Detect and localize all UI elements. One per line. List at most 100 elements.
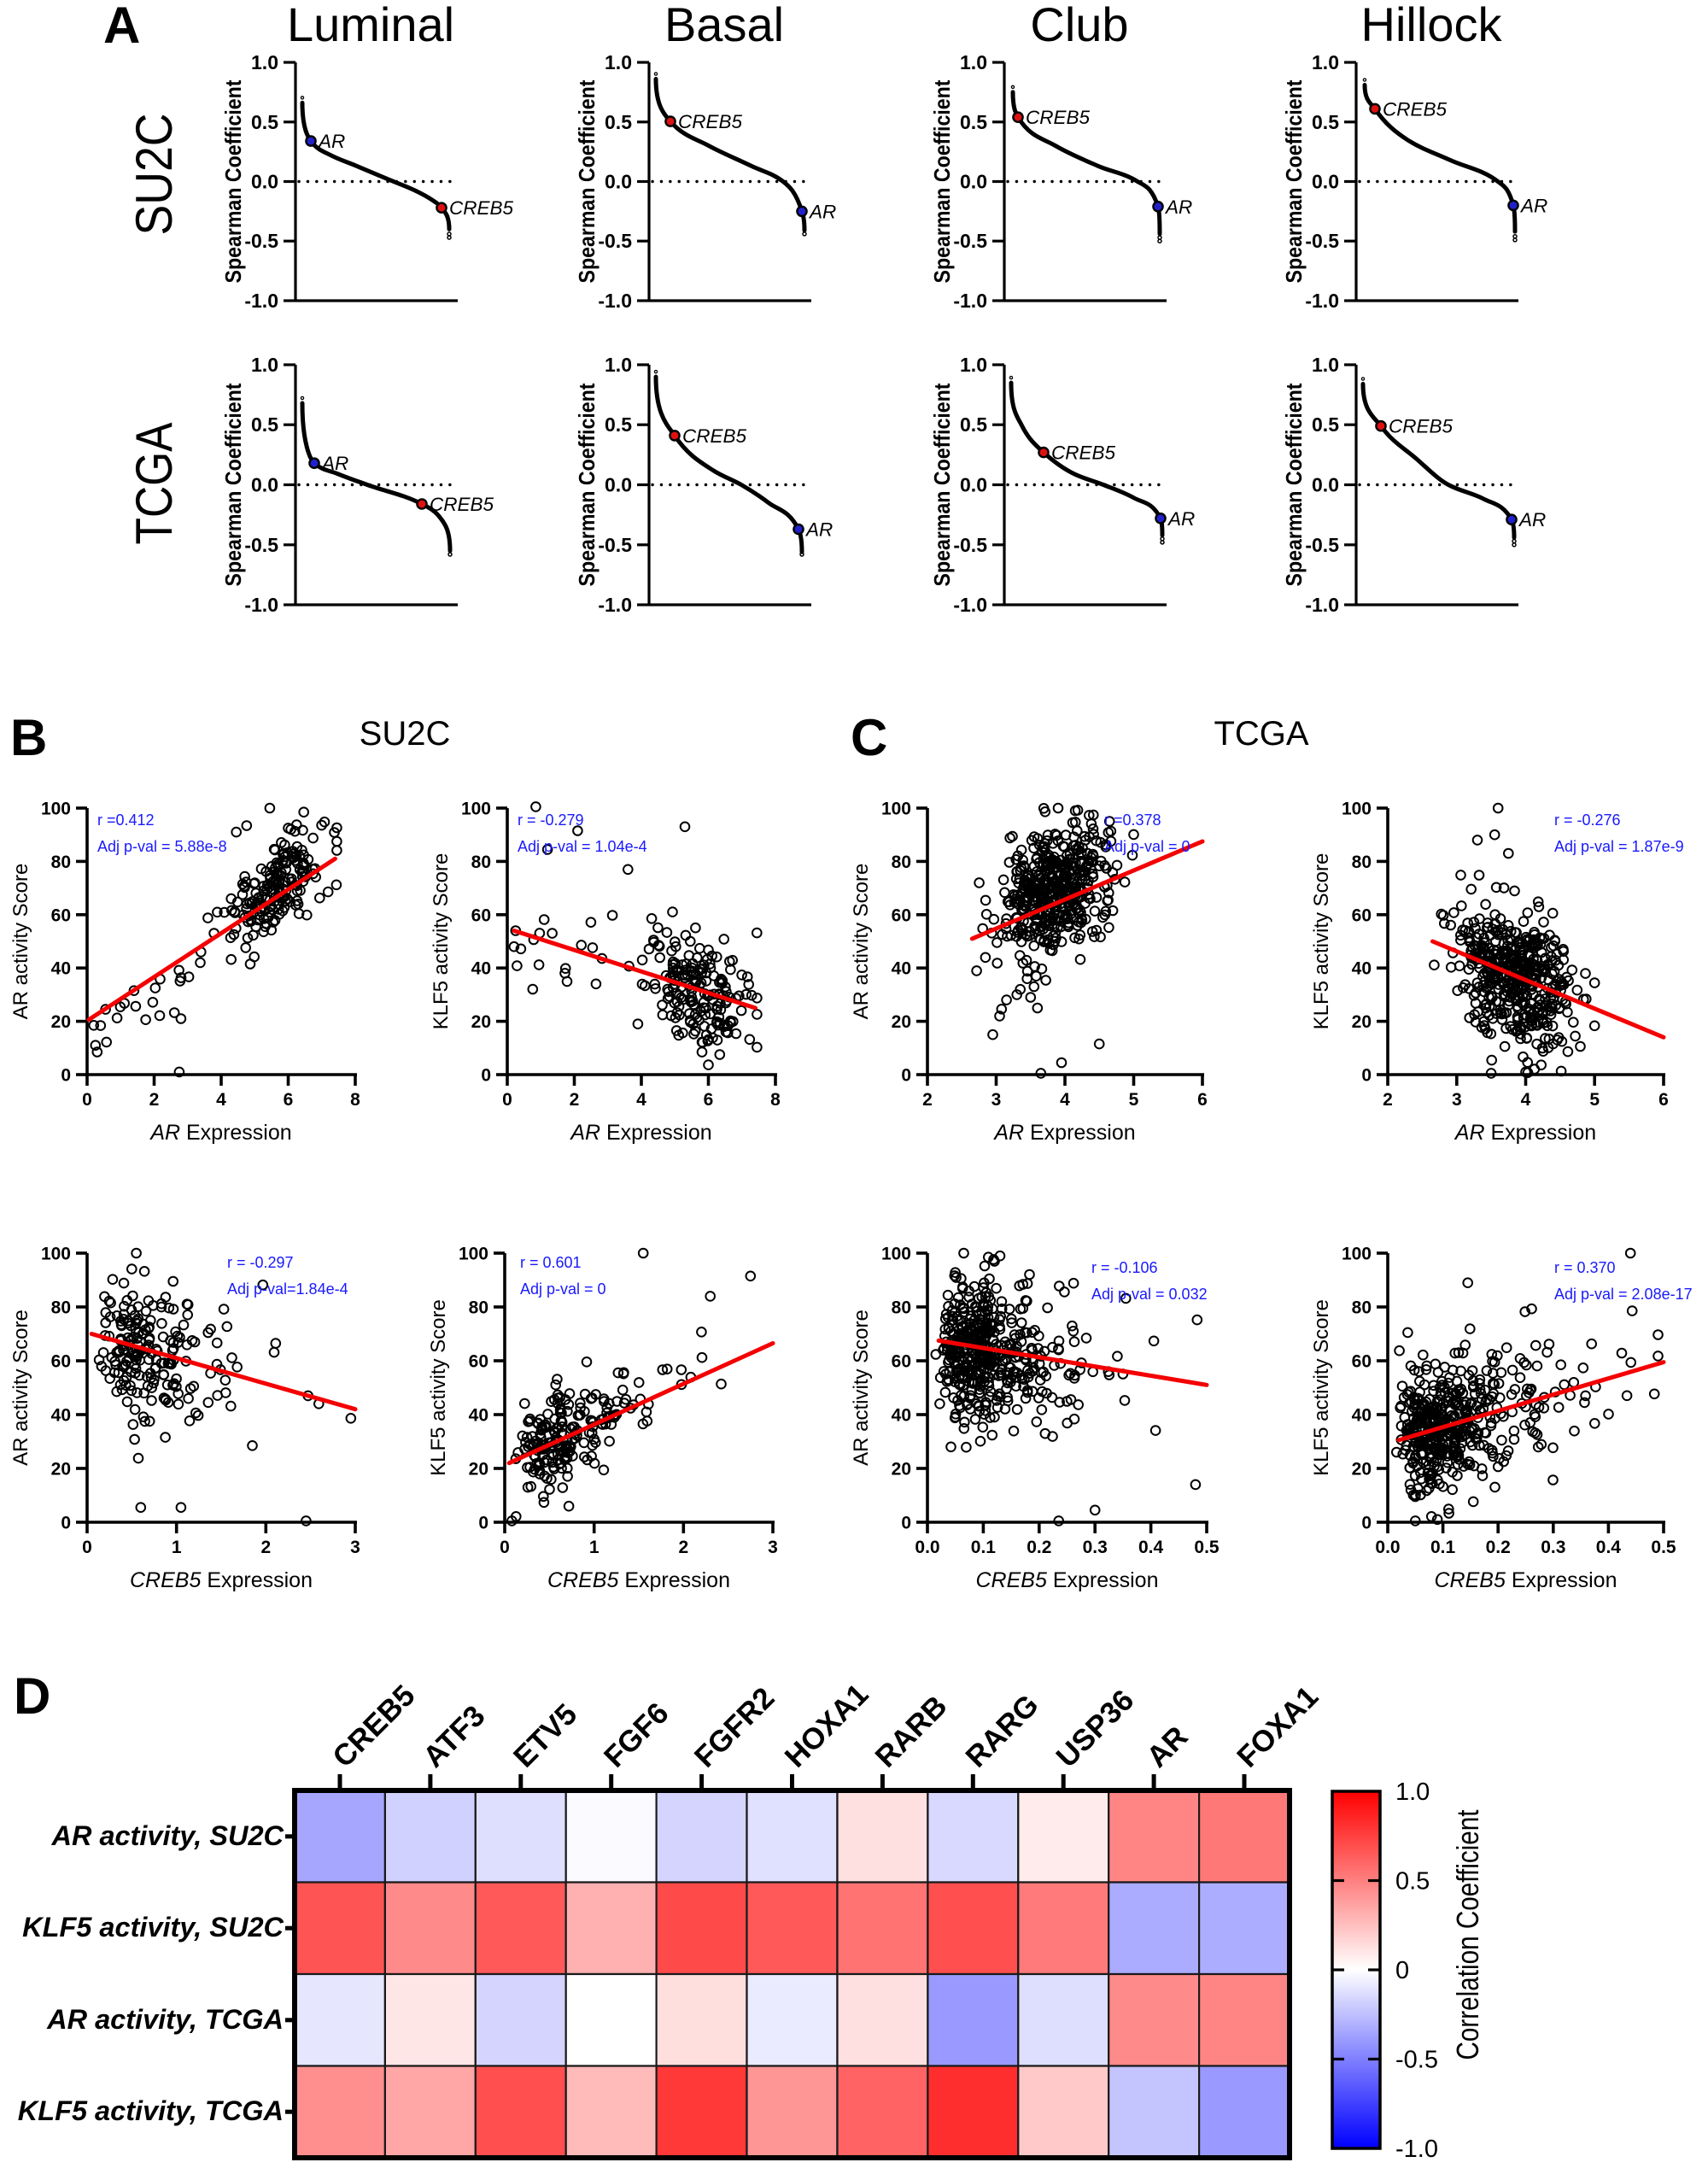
svg-text:Adj p-val=1.84e-4: Adj p-val=1.84e-4 bbox=[227, 1280, 348, 1298]
svg-text:5: 5 bbox=[1129, 1090, 1139, 1110]
svg-text:AR Expression: AR Expression bbox=[1454, 1121, 1596, 1145]
svg-text:6: 6 bbox=[1658, 1090, 1669, 1110]
svg-text:20: 20 bbox=[51, 1460, 71, 1480]
svg-text:0.0: 0.0 bbox=[915, 1538, 939, 1557]
svg-text:Adj p-val = 1.04e-4: Adj p-val = 1.04e-4 bbox=[518, 838, 647, 855]
svg-text:CREB5: CREB5 bbox=[1389, 416, 1454, 437]
svg-text:1.0: 1.0 bbox=[960, 51, 987, 73]
svg-text:80: 80 bbox=[892, 853, 911, 872]
svg-text:AR Expression: AR Expression bbox=[569, 1121, 711, 1145]
svg-text:Spearman Coefficient: Spearman Coefficient bbox=[220, 79, 246, 283]
svg-text:3: 3 bbox=[1452, 1090, 1462, 1110]
svg-text:CREB5: CREB5 bbox=[430, 494, 494, 515]
svg-text:100: 100 bbox=[1342, 800, 1372, 819]
svg-text:0.0: 0.0 bbox=[605, 474, 632, 496]
svg-text:60: 60 bbox=[1352, 1352, 1372, 1372]
svg-text:Spearman Coefficient: Spearman Coefficient bbox=[1281, 79, 1307, 283]
svg-text:60: 60 bbox=[51, 905, 71, 925]
svg-text:CREB5: CREB5 bbox=[1051, 442, 1116, 464]
svg-text:0.5: 0.5 bbox=[960, 111, 987, 133]
svg-text:0: 0 bbox=[1361, 1066, 1372, 1086]
svg-text:40: 40 bbox=[892, 1406, 911, 1426]
svg-text:KLF5 activity Score: KLF5 activity Score bbox=[427, 1299, 450, 1476]
svg-text:0.0: 0.0 bbox=[1375, 1538, 1400, 1557]
svg-text:AR: AR bbox=[1164, 196, 1192, 218]
svg-text:r = 0.370: r = 0.370 bbox=[1554, 1259, 1616, 1276]
svg-text:A: A bbox=[103, 0, 140, 54]
svg-text:Adj p-val = 2.08e-17: Adj p-val = 2.08e-17 bbox=[1554, 1286, 1693, 1303]
svg-text:40: 40 bbox=[1352, 1406, 1372, 1426]
svg-text:20: 20 bbox=[469, 1460, 488, 1480]
svg-text:Spearman Coefficient: Spearman Coefficient bbox=[574, 383, 600, 586]
svg-text:0: 0 bbox=[901, 1066, 911, 1086]
svg-text:AR activity Score: AR activity Score bbox=[9, 864, 32, 1020]
svg-text:0.1: 0.1 bbox=[971, 1538, 997, 1557]
svg-text:0.3: 0.3 bbox=[1541, 1538, 1565, 1557]
svg-text:AR activity, TCGA: AR activity, TCGA bbox=[46, 2004, 284, 2035]
svg-text:-1.0: -1.0 bbox=[1305, 594, 1339, 616]
svg-text:-1.0: -1.0 bbox=[953, 594, 987, 616]
svg-text:Club: Club bbox=[1030, 0, 1128, 51]
svg-text:80: 80 bbox=[1352, 853, 1372, 872]
svg-text:0.5: 0.5 bbox=[1312, 111, 1339, 133]
svg-text:0: 0 bbox=[1395, 1957, 1409, 1984]
svg-text:60: 60 bbox=[892, 1352, 911, 1372]
svg-text:40: 40 bbox=[1352, 959, 1372, 979]
svg-text:2: 2 bbox=[1383, 1090, 1393, 1110]
svg-text:CREB5 Expression: CREB5 Expression bbox=[976, 1568, 1159, 1592]
svg-text:FOXA1: FOXA1 bbox=[1231, 1680, 1325, 1774]
svg-text:RARG: RARG bbox=[959, 1688, 1044, 1773]
svg-text:0: 0 bbox=[502, 1090, 512, 1110]
svg-text:0.4: 0.4 bbox=[1596, 1538, 1622, 1557]
svg-text:-1.0: -1.0 bbox=[953, 290, 987, 312]
svg-text:CREB5: CREB5 bbox=[678, 111, 743, 132]
svg-text:1: 1 bbox=[589, 1538, 600, 1557]
svg-text:AR: AR bbox=[804, 519, 833, 541]
svg-text:0: 0 bbox=[478, 1514, 488, 1533]
svg-text:2: 2 bbox=[922, 1090, 933, 1110]
svg-text:2: 2 bbox=[260, 1538, 271, 1557]
svg-text:8: 8 bbox=[350, 1090, 360, 1110]
svg-text:1: 1 bbox=[172, 1538, 182, 1557]
svg-text:2: 2 bbox=[149, 1090, 160, 1110]
svg-text:AR: AR bbox=[1519, 195, 1547, 216]
svg-text:20: 20 bbox=[892, 1012, 911, 1032]
svg-text:TCGA: TCGA bbox=[1214, 715, 1308, 753]
svg-text:AR: AR bbox=[808, 201, 836, 222]
svg-text:0: 0 bbox=[901, 1514, 911, 1533]
svg-text:KLF5 activity Score: KLF5 activity Score bbox=[1310, 853, 1333, 1030]
svg-text:4: 4 bbox=[1060, 1090, 1070, 1110]
svg-text:4: 4 bbox=[1521, 1090, 1531, 1110]
svg-text:20: 20 bbox=[1352, 1012, 1372, 1032]
svg-text:0.0: 0.0 bbox=[251, 474, 278, 496]
svg-text:100: 100 bbox=[881, 800, 911, 819]
svg-text:TCGA: TCGA bbox=[126, 423, 183, 545]
svg-text:20: 20 bbox=[51, 1012, 71, 1032]
svg-text:80: 80 bbox=[892, 1298, 911, 1318]
svg-text:100: 100 bbox=[459, 1245, 488, 1264]
svg-text:CREB5 Expression: CREB5 Expression bbox=[130, 1568, 313, 1592]
svg-text:0.0: 0.0 bbox=[1312, 474, 1339, 496]
svg-text:40: 40 bbox=[469, 1406, 488, 1426]
svg-text:HOXA1: HOXA1 bbox=[779, 1678, 875, 1774]
svg-text:FGF6: FGF6 bbox=[598, 1696, 676, 1774]
svg-text:0.5: 0.5 bbox=[1395, 1868, 1430, 1896]
svg-text:Luminal: Luminal bbox=[287, 0, 454, 51]
svg-text:0.5: 0.5 bbox=[1651, 1538, 1676, 1557]
svg-text:r = -0.106: r = -0.106 bbox=[1091, 1259, 1158, 1276]
svg-text:100: 100 bbox=[1342, 1245, 1372, 1264]
svg-text:AR: AR bbox=[1140, 1720, 1194, 1773]
svg-text:60: 60 bbox=[892, 905, 911, 925]
svg-text:6: 6 bbox=[704, 1090, 714, 1110]
svg-text:AR Expression: AR Expression bbox=[992, 1121, 1135, 1145]
svg-text:0.0: 0.0 bbox=[1312, 171, 1339, 193]
svg-text:3: 3 bbox=[768, 1538, 778, 1557]
svg-text:0.3: 0.3 bbox=[1083, 1538, 1108, 1557]
svg-text:0: 0 bbox=[82, 1090, 92, 1110]
svg-text:SU2C: SU2C bbox=[126, 114, 183, 236]
svg-text:CREB5: CREB5 bbox=[682, 425, 747, 447]
svg-text:RARB: RARB bbox=[869, 1690, 953, 1774]
svg-text:60: 60 bbox=[1352, 905, 1372, 925]
svg-text:CREB5 Expression: CREB5 Expression bbox=[547, 1568, 730, 1592]
svg-text:Spearman Coefficient: Spearman Coefficient bbox=[220, 383, 246, 586]
